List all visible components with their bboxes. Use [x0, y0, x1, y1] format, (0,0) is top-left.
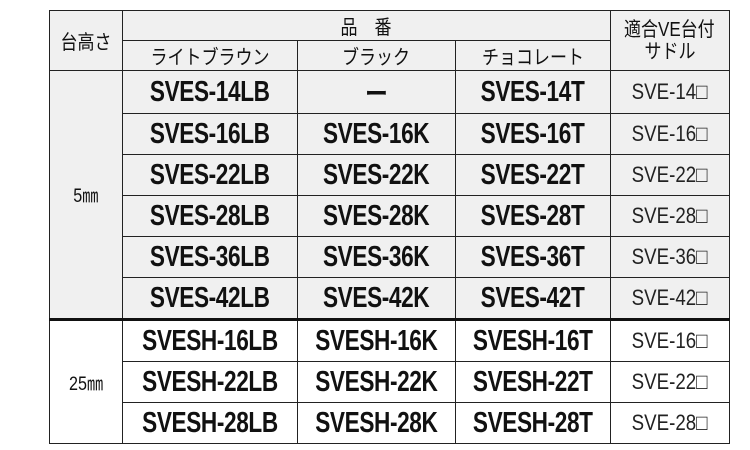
saddle-cell: SVE-16□: [609, 318, 730, 362]
table-row: SVES-28LB SVES-28K SVES-28T SVE-28□: [50, 195, 730, 237]
saddle-cell: SVE-42□: [609, 277, 730, 320]
part-number-lb: SVES-28LB: [122, 195, 298, 237]
part-number-t: SVES-28T: [454, 195, 611, 237]
part-number-t: SVES-16T: [454, 113, 611, 155]
part-number-k: SVES-22K: [296, 154, 456, 196]
header-height: 台高さ: [49, 10, 123, 71]
part-number-lb: SVES-22LB: [122, 154, 298, 196]
table-row: SVES-36LB SVES-36K SVES-36T SVE-36□: [50, 236, 730, 278]
product-table: 台高さ 品 番 適合VE台付 サドル ライトブラウン ブラック チョコレート 5㎜…: [49, 10, 730, 444]
saddle-cell: SVE-36□: [609, 236, 730, 278]
header-light-brown: ライトブラウン: [122, 40, 298, 71]
part-number-t: SVESH-16T: [454, 318, 611, 362]
part-number-k: SVES-42K: [296, 277, 456, 320]
part-number-k: SVESH-16K: [296, 318, 456, 362]
saddle-cell: SVE-28□: [609, 195, 730, 237]
table-row: SVES-22LB SVES-22K SVES-22T SVE-22□: [50, 154, 730, 196]
part-number-lb: SVES-42LB: [122, 277, 298, 320]
part-number-t: SVESH-28T: [454, 402, 611, 444]
table-row: SVESH-22LB SVESH-22K SVESH-22T SVE-22□: [50, 361, 730, 403]
part-number-t: SVES-42T: [454, 277, 611, 320]
saddle-cell: SVE-14□: [609, 70, 730, 114]
header-black: ブラック: [296, 40, 456, 71]
part-number-k: SVES-28K: [296, 195, 456, 237]
table-row: SVESH-28LB SVESH-28K SVESH-28T SVE-28□: [50, 402, 730, 444]
part-number-lb: SVES-14LB: [122, 70, 298, 114]
saddle-cell: SVE-22□: [609, 361, 730, 403]
part-number-k: SVESH-22K: [296, 361, 456, 403]
part-number-k: SVES-36K: [296, 236, 456, 278]
header-chocolate: チョコレート: [454, 40, 611, 71]
part-number-t: SVES-22T: [454, 154, 611, 196]
part-number-t: SVESH-22T: [454, 361, 611, 403]
height-cell: 5㎜: [49, 70, 123, 320]
part-number-lb: SVESH-28LB: [122, 402, 298, 444]
part-number-lb: SVES-16LB: [122, 113, 298, 155]
part-number-k: ー: [296, 70, 456, 114]
part-number-t: SVES-36T: [454, 236, 611, 278]
table-row: 25㎜ SVESH-16LB SVESH-16K SVESH-16T SVE-16□: [49, 318, 730, 444]
part-number-lb: SVESH-16LB: [122, 318, 298, 362]
saddle-cell: SVE-16□: [609, 113, 730, 155]
header-saddle: 適合VE台付 サドル: [609, 10, 730, 71]
part-number-k: SVESH-28K: [296, 402, 456, 444]
height-cell: 25㎜: [49, 318, 123, 444]
header-part-no: 品 番: [122, 10, 611, 41]
saddle-cell: SVE-22□: [609, 154, 730, 196]
table-row: SVES-16LB SVES-16K SVES-16T SVE-16□: [50, 113, 730, 155]
part-number-t: SVES-14T: [454, 70, 611, 114]
saddle-cell: SVE-28□: [609, 402, 730, 444]
part-number-lb: SVES-36LB: [122, 236, 298, 278]
table-row: 5㎜ SVES-14LB ー SVES-14T SVE-14□: [49, 70, 730, 320]
part-number-lb: SVESH-22LB: [122, 361, 298, 403]
table-row: SVES-42LB SVES-42K SVES-42T SVE-42□: [50, 277, 730, 320]
part-number-k: SVES-16K: [296, 113, 456, 155]
